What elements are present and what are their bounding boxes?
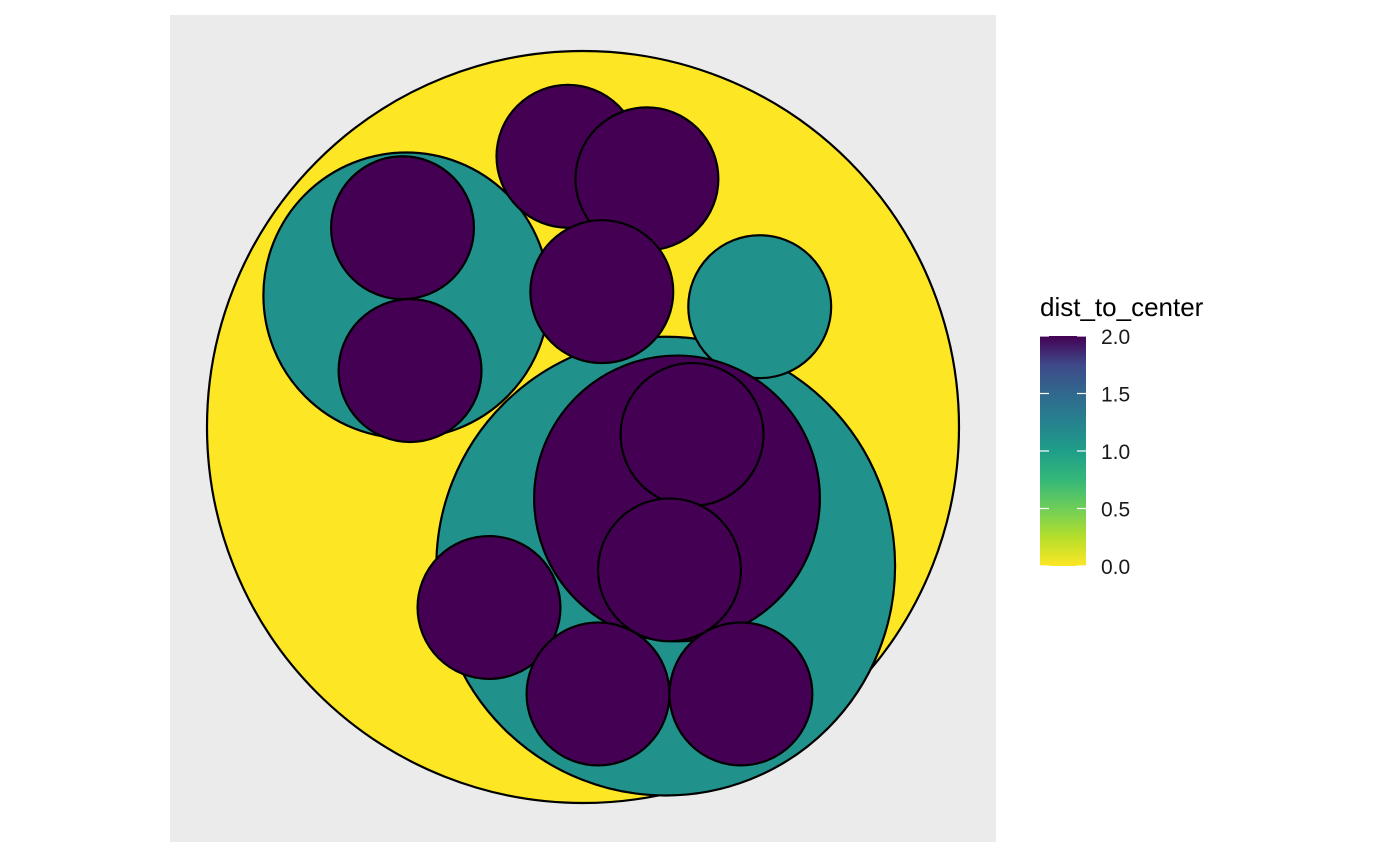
legend-tick-label: 0.0: [1101, 556, 1130, 579]
circle-leaf-10: [668, 621, 814, 767]
legend-tick-label: 1.5: [1101, 384, 1130, 407]
legend-tick-label: 2.0: [1101, 326, 1130, 349]
circle-leaf-9: [525, 621, 671, 767]
circle-leaf-2: [337, 298, 483, 444]
legend: dist_to_center 0.0 0.5 1.0 1.5 2.0: [1040, 292, 1204, 579]
circles-layer: [205, 49, 961, 805]
legend-tick-label: 1.0: [1101, 441, 1130, 464]
legend-title: dist_to_center: [1040, 292, 1204, 322]
legend-tick-label: 0.5: [1101, 499, 1130, 522]
circle-leaf-1: [329, 155, 476, 301]
circle-leaf-6: [619, 361, 765, 508]
circle-leaf-8: [416, 534, 562, 681]
circle-group-c: [687, 234, 833, 380]
circle-leaf-5: [529, 219, 675, 365]
circle-leaf-7: [596, 497, 743, 643]
